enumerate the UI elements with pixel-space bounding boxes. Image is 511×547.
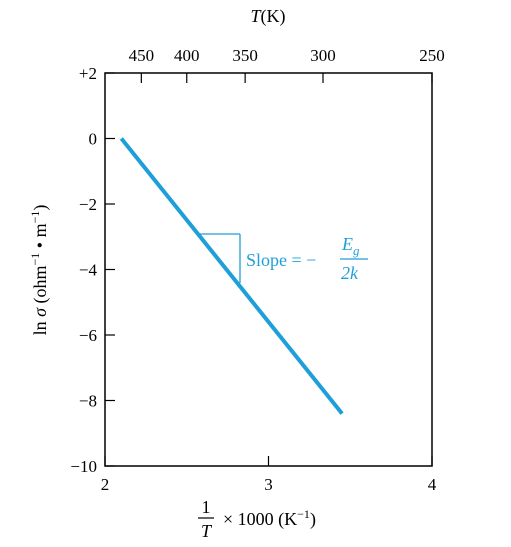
- x-title-frac-den: T: [201, 521, 213, 541]
- y-tick-label: −2: [79, 195, 97, 214]
- x-tick-label: 2: [101, 475, 110, 494]
- top-tick-label: 450: [129, 46, 155, 65]
- top-tick-label: 350: [232, 46, 258, 65]
- x-axis-title: 1 T × 1000 (K−1): [198, 497, 316, 541]
- slope-numerator: Eg: [341, 234, 360, 258]
- y-axis-ticks: +2 0 −2 −4 −6 −8 −10: [70, 64, 115, 476]
- top-tick-label: 400: [174, 46, 200, 65]
- x-axis-ticks: 2 3 4: [101, 456, 437, 494]
- x-title-frac-num: 1: [202, 497, 211, 517]
- y-axis-title: ln σ (ohm−1 • m−1): [28, 205, 51, 336]
- y-tick-label: −6: [79, 326, 97, 345]
- y-tick-label: −8: [79, 392, 97, 411]
- top-axis-title: T(K): [250, 6, 285, 27]
- top-axis-ticks: 450 400 350 300 250: [129, 46, 445, 83]
- slope-annotation: Slope = − Eg 2k: [246, 234, 368, 283]
- y-tick-label: 0: [89, 130, 98, 149]
- slope-triangle: [200, 233, 241, 283]
- y-tick-label: −4: [79, 261, 98, 280]
- slope-prefix: Slope = −: [246, 250, 316, 270]
- slope-denominator: 2k: [341, 263, 359, 283]
- x-tick-label: 4: [428, 475, 437, 494]
- top-tick-label: 300: [310, 46, 336, 65]
- x-tick-label: 3: [264, 475, 273, 494]
- y-tick-label: −10: [70, 457, 97, 476]
- top-tick-label: 250: [419, 46, 445, 65]
- y-tick-label: +2: [79, 64, 97, 83]
- x-title-rest: × 1000 (K−1): [223, 507, 316, 530]
- series-line: [119, 137, 344, 415]
